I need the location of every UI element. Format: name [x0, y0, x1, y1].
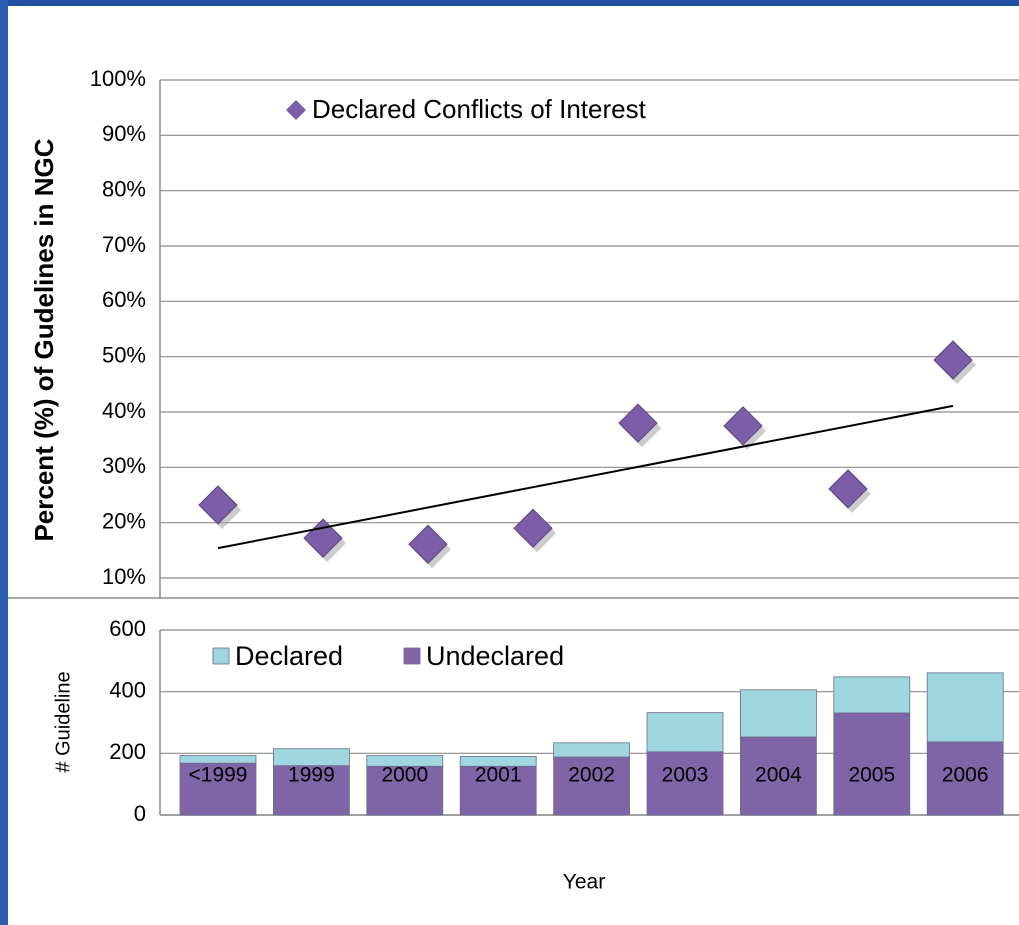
legend-label: Declared	[235, 641, 343, 671]
legend-label: Undeclared	[426, 641, 564, 671]
y-tick-label: 60%	[102, 287, 146, 312]
point	[513, 508, 553, 548]
x-tick-label: 2000	[381, 764, 428, 787]
point	[198, 485, 238, 525]
y-tick-label: 20%	[102, 508, 146, 533]
point	[723, 406, 763, 446]
window-border-top	[0, 0, 1019, 6]
bar-segment	[366, 765, 444, 816]
point	[408, 524, 448, 564]
x-tick-label: <1999	[189, 764, 248, 787]
legend-marker	[403, 647, 421, 665]
bar-segment	[459, 756, 537, 767]
y-tick-label: 200	[109, 739, 146, 764]
bar-segment	[646, 712, 724, 753]
point	[933, 340, 973, 380]
bar-segment	[833, 712, 911, 816]
y-tick-label: 30%	[102, 453, 146, 478]
bar-segment	[833, 676, 911, 714]
bar-segment	[740, 736, 817, 816]
x-tick-label: 1999	[288, 764, 335, 787]
y-tick-label: 600	[109, 616, 146, 641]
bar-segment	[926, 672, 1004, 743]
y-tick-label: 70%	[102, 232, 146, 257]
point	[618, 403, 658, 443]
x-tick-label: 2004	[755, 764, 802, 787]
legend-label: Declared Conflicts of Interest	[312, 94, 647, 124]
window-border-left	[0, 0, 8, 925]
x-axis-label: Year	[563, 871, 605, 894]
y-axis-label: # Guideline	[52, 671, 74, 772]
point	[828, 469, 868, 509]
bar-segment	[272, 765, 350, 816]
y-tick-label: 50%	[102, 342, 146, 367]
y-axis-label: Percent (%) of Gudelines in NGC	[29, 138, 59, 541]
x-tick-label: 2006	[942, 764, 989, 787]
bar-segment	[740, 689, 817, 738]
bar-segment	[553, 742, 630, 758]
y-tick-label: 400	[109, 677, 146, 702]
x-tick-label: 2005	[848, 764, 895, 787]
legend-marker	[212, 647, 230, 665]
x-tick-label: 2001	[475, 764, 522, 787]
x-tick-label: 2003	[662, 764, 709, 787]
legend-marker	[286, 100, 306, 120]
y-tick-label: 0	[134, 801, 146, 826]
y-tick-label: 90%	[102, 121, 146, 146]
bar-segment	[459, 765, 537, 816]
trend-line	[217, 404, 954, 550]
y-tick-label: 80%	[102, 176, 146, 201]
bar-segment	[272, 748, 350, 767]
y-tick-label: 100%	[90, 66, 146, 91]
bar-segment	[179, 755, 257, 764]
y-tick-label: 10%	[102, 564, 146, 589]
bar-segment	[366, 755, 444, 767]
x-tick-label: 2002	[568, 764, 615, 787]
y-tick-label: 40%	[102, 398, 146, 423]
bar-segment	[179, 762, 257, 816]
